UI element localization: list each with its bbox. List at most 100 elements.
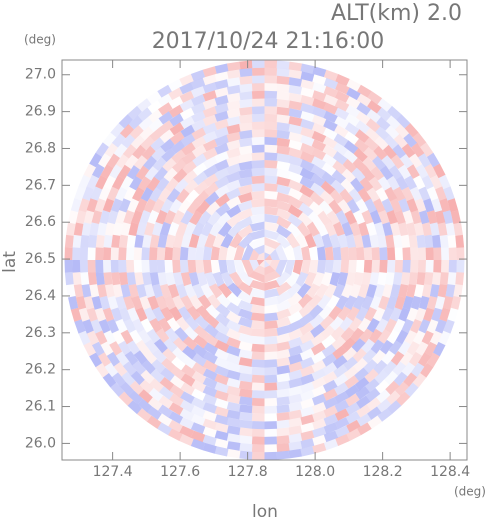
radar-cell	[109, 341, 123, 356]
radar-cell	[344, 122, 360, 136]
radar-cell	[150, 137, 165, 152]
radar-cell	[191, 413, 206, 426]
radar-cell	[156, 260, 166, 273]
radar-cell	[334, 116, 349, 129]
radar-cell	[163, 338, 178, 353]
radar-cell	[421, 330, 434, 345]
radar-cell	[402, 247, 411, 260]
radar-cell	[276, 114, 290, 124]
radar-cell	[95, 234, 105, 248]
radar-cell	[110, 307, 123, 322]
radar-cell	[171, 149, 186, 164]
radar-cell	[300, 357, 315, 369]
radar-cell	[415, 341, 429, 356]
radar-cell	[122, 361, 137, 376]
radar-cell	[155, 177, 170, 192]
radar-cell	[369, 234, 380, 248]
radar-cell	[195, 246, 205, 260]
radar-cell	[104, 142, 118, 158]
radar-cell	[165, 260, 174, 273]
radar-cell	[337, 272, 349, 287]
radar-cell	[345, 104, 361, 118]
radar-cell	[180, 373, 196, 387]
radar-cell	[312, 66, 327, 78]
radar-cell	[192, 283, 205, 299]
radar-cell	[389, 165, 403, 180]
radar-cell	[152, 221, 163, 236]
radar-cell	[120, 329, 134, 345]
radar-cell	[396, 114, 411, 129]
radar-cell	[139, 379, 154, 394]
radar-cell	[251, 367, 265, 376]
radar-cell	[206, 294, 221, 309]
radar-cell	[453, 222, 463, 236]
radar-cell	[309, 260, 319, 274]
radar-cell	[276, 404, 290, 414]
radar-cell	[264, 270, 281, 284]
radar-cell	[453, 284, 463, 298]
radar-cell	[288, 345, 303, 357]
radar-cell	[366, 318, 380, 333]
y-tick-label: 26.9	[25, 104, 56, 120]
radar-cell	[179, 408, 195, 421]
radar-cell	[172, 246, 181, 260]
radar-cell	[343, 149, 358, 164]
radar-cell	[264, 328, 278, 337]
radar-cell	[332, 260, 342, 274]
radar-cell	[385, 125, 400, 140]
radar-cell	[89, 284, 100, 298]
radar-cell	[417, 260, 426, 273]
y-tick-label: 26.0	[25, 435, 56, 451]
radar-cell	[121, 371, 136, 386]
radar-cell	[238, 160, 253, 171]
radar-cell	[386, 295, 398, 310]
radar-cell	[410, 210, 422, 225]
x-tick-label: 128.4	[430, 464, 470, 480]
radar-cell	[299, 167, 315, 181]
y-tick-label: 27.0	[25, 67, 56, 83]
radar-cell	[173, 234, 184, 248]
radar-cell	[239, 380, 253, 391]
radar-cell	[300, 446, 315, 457]
radar-cell	[276, 281, 292, 296]
radar-cell	[423, 307, 435, 322]
radar-cell	[300, 373, 315, 386]
radar-cell	[135, 307, 148, 322]
radar-cell	[300, 365, 315, 378]
radar-cell	[378, 210, 390, 225]
radar-cell	[216, 211, 231, 227]
radar-cell	[227, 222, 242, 238]
radar-cell	[264, 382, 278, 391]
radar-cell	[251, 90, 265, 99]
radar-cell	[105, 284, 115, 298]
radar-cell	[203, 246, 212, 260]
radar-cell	[288, 77, 303, 87]
radar-cell	[152, 284, 163, 299]
radar-cell	[251, 328, 265, 337]
radar-cell	[218, 260, 228, 275]
radar-cell	[90, 186, 103, 201]
radar-cell	[366, 109, 381, 123]
radar-cell	[264, 160, 278, 169]
radar-cell	[148, 118, 164, 133]
radar-cell	[170, 375, 185, 389]
radar-cell	[238, 168, 253, 179]
radar-cell	[276, 99, 290, 108]
radar-cell	[344, 375, 359, 389]
radar-cell	[126, 165, 140, 180]
radar-cell	[102, 198, 115, 213]
radar-cell	[214, 339, 230, 353]
radar-cell	[188, 233, 200, 248]
radar-cell	[341, 221, 354, 237]
radar-cell	[179, 82, 194, 95]
radar-cell	[149, 234, 160, 248]
radar-cell	[424, 163, 437, 179]
radar-cell	[361, 234, 372, 248]
radar-cell	[239, 106, 253, 116]
radar-cell	[439, 198, 451, 213]
radar-cell	[439, 307, 451, 322]
radar-cell	[133, 155, 148, 170]
radar-cell	[421, 175, 434, 190]
radar-cell	[118, 247, 127, 260]
radar-cell	[410, 260, 419, 273]
